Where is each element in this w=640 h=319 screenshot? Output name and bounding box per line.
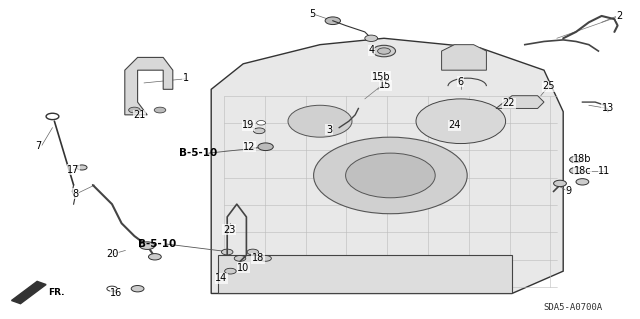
Polygon shape [442,45,486,70]
Circle shape [570,167,582,174]
Circle shape [346,153,435,198]
Circle shape [554,180,566,187]
Circle shape [372,45,396,57]
Circle shape [365,35,378,41]
Circle shape [570,156,582,163]
Text: 12: 12 [243,142,256,152]
Text: 18: 18 [252,253,264,263]
Text: 18c: 18c [573,166,591,176]
Text: SDA5-A0700A: SDA5-A0700A [543,303,602,312]
Circle shape [325,17,340,25]
Text: 9: 9 [565,186,572,197]
Circle shape [154,107,166,113]
Text: 20: 20 [106,249,118,259]
Circle shape [140,242,155,249]
Text: 16: 16 [110,288,123,299]
Text: 10: 10 [237,263,250,273]
Text: 6: 6 [458,77,464,87]
Text: 1: 1 [182,73,189,83]
Polygon shape [125,57,173,115]
Text: 24: 24 [448,120,461,130]
Text: 22: 22 [502,98,515,108]
Polygon shape [12,281,46,304]
Text: 23: 23 [223,225,236,235]
Text: 17: 17 [67,165,80,175]
Circle shape [253,128,265,134]
Text: 15b: 15b [371,71,390,82]
Text: B-5-10: B-5-10 [179,148,218,158]
Text: 18b: 18b [573,154,591,165]
Circle shape [576,179,589,185]
Circle shape [77,165,87,170]
Text: 15: 15 [379,80,392,90]
Circle shape [247,249,259,255]
Circle shape [378,48,390,54]
Text: 14: 14 [215,273,228,284]
Polygon shape [496,96,544,108]
Circle shape [131,286,144,292]
Circle shape [129,107,140,113]
Circle shape [416,99,506,144]
Circle shape [234,256,246,261]
Polygon shape [211,38,563,293]
Circle shape [107,286,117,291]
Circle shape [288,105,352,137]
Polygon shape [218,255,512,293]
Text: 7: 7 [35,141,42,151]
Circle shape [314,137,467,214]
Circle shape [221,249,233,255]
Text: 2: 2 [616,11,623,21]
Text: 21: 21 [133,110,146,121]
Text: 19: 19 [242,120,255,130]
Text: 11: 11 [598,166,611,176]
Text: FR.: FR. [48,288,65,297]
Circle shape [225,268,236,274]
Text: 13: 13 [602,103,614,114]
Text: B-5-10: B-5-10 [138,239,176,249]
Text: 5: 5 [309,9,316,19]
Text: 4: 4 [368,45,374,55]
Text: 3: 3 [326,125,332,135]
Circle shape [260,256,271,261]
Text: 25: 25 [542,81,555,92]
Text: 8: 8 [72,189,79,199]
Circle shape [258,143,273,151]
Circle shape [148,254,161,260]
Circle shape [257,121,266,125]
